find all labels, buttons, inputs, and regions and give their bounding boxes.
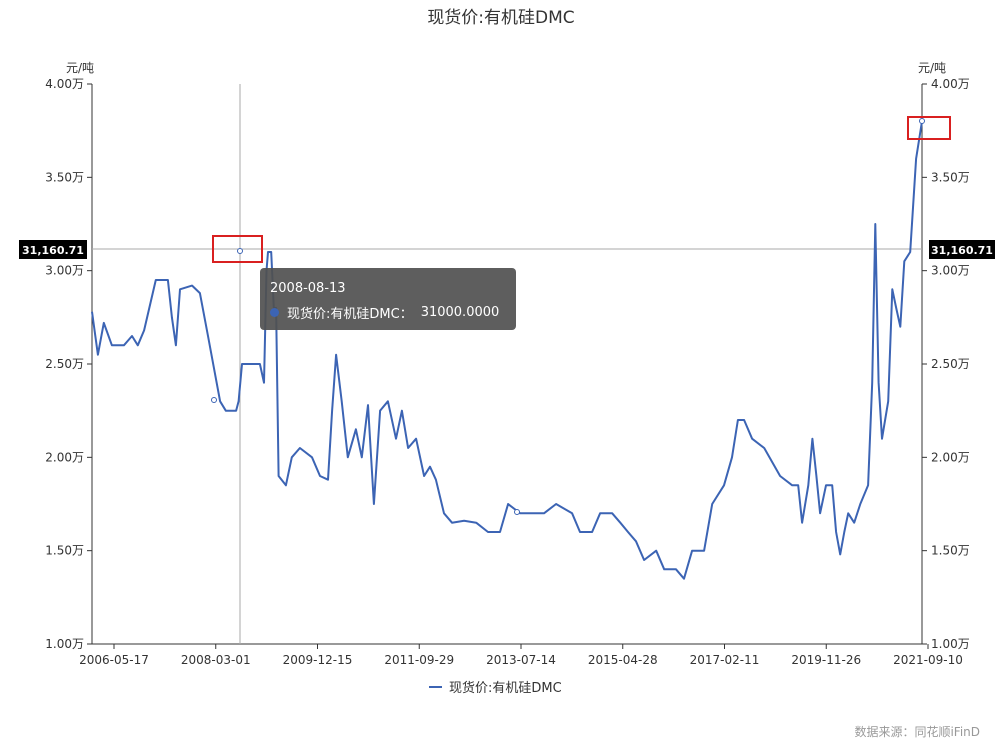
svg-text:31,160.71: 31,160.71: [22, 244, 84, 257]
y-tick-label-right: 4.00万: [931, 77, 970, 91]
highlight-box-2021-peak: [907, 116, 951, 140]
tooltip-separator: ：: [399, 307, 413, 322]
y-tick-label-right: 2.00万: [931, 450, 970, 464]
y-tick-label-right: 1.00万: [931, 637, 970, 651]
y-tick-label-right: 1.50万: [931, 544, 970, 558]
tooltip-series-name: 现货价:有机硅DMC: [287, 307, 400, 322]
tooltip-date: 2008-08-13: [270, 281, 346, 296]
x-tick-label: 2017-02-11: [690, 653, 760, 667]
svg-text:31,160.71: 31,160.71: [931, 244, 993, 257]
tooltip: 2008-08-13 现货价:有机硅DMC ： 31000.0000: [260, 268, 516, 330]
x-tick-label: 2009-12-15: [283, 653, 353, 667]
x-tick-label: 2015-04-28: [588, 653, 658, 667]
y-tick-label-right: 3.50万: [931, 170, 970, 184]
crosshair-value-label-left: 31,160.71: [19, 240, 87, 259]
tooltip-series-dot-icon: [270, 308, 279, 317]
hover-point-marker: [514, 509, 520, 515]
x-tick-label: 2013-07-14: [486, 653, 556, 667]
hover-point-marker: [237, 248, 243, 254]
x-tick-label: 2008-03-01: [181, 653, 251, 667]
y-axis-unit-right: 元/吨: [918, 61, 946, 75]
x-tick-label: 2021-09-10: [893, 653, 963, 667]
y-tick-label-left: 1.50万: [45, 544, 84, 558]
hover-point-marker: [211, 397, 217, 403]
crosshair-value-label-right: 31,160.71: [929, 240, 995, 259]
x-tick-label: 2011-09-29: [384, 653, 454, 667]
legend-label: 现货价:有机硅DMC: [449, 680, 562, 696]
y-tick-label-left: 2.00万: [45, 450, 84, 464]
highlight-box-2008-peak: [212, 235, 263, 263]
y-tick-label-right: 2.50万: [931, 357, 970, 371]
end-point-marker: [919, 118, 925, 124]
y-tick-label-left: 1.00万: [45, 637, 84, 651]
y-tick-label-left: 4.00万: [45, 77, 84, 91]
y-tick-label-left: 3.50万: [45, 170, 84, 184]
y-tick-label-left: 3.00万: [45, 264, 84, 278]
y-axis-unit-left: 元/吨: [66, 61, 94, 75]
data-source: 数据来源：同花顺iFinD: [854, 724, 980, 739]
y-tick-label-left: 2.50万: [45, 357, 84, 371]
tooltip-value: 31000.0000: [420, 305, 500, 320]
y-tick-label-right: 3.00万: [931, 264, 970, 278]
series-line-dmc: [91, 121, 923, 580]
x-tick-label: 2019-11-26: [791, 653, 861, 667]
legend[interactable]: 现货价:有机硅DMC: [429, 680, 562, 696]
x-tick-label: 2006-05-17: [79, 653, 149, 667]
chart-title: 现货价:有机硅DMC: [427, 8, 574, 28]
